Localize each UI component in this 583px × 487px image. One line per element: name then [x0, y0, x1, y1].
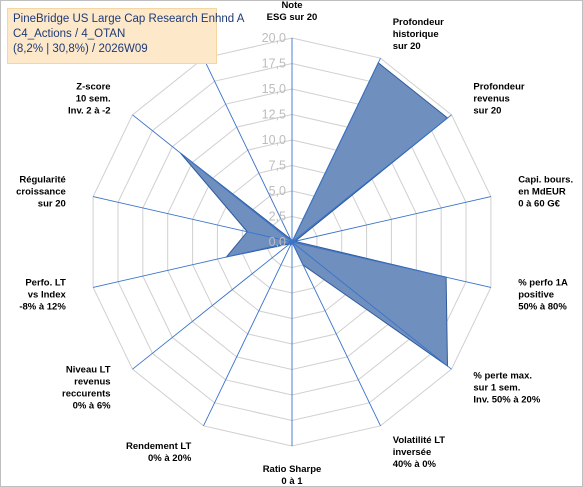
axis-label-line: 50% à 80% — [518, 302, 567, 313]
axis-spoke — [291, 196, 492, 243]
tick-label: 12,5 — [262, 108, 286, 122]
axis-label-line: ESG sur 20 — [267, 12, 318, 23]
axis-spoke — [291, 58, 381, 243]
axis-label-8: Rendement LT0% à 20% — [126, 441, 192, 464]
axis-label-line: Régularité — [19, 174, 65, 185]
axis-label-line: % perfo 1A — [518, 278, 568, 289]
axis-label-line: revenus — [473, 93, 509, 104]
axis-spoke — [291, 241, 381, 426]
radar-spokes — [92, 38, 492, 446]
axis-label-line: inversée — [393, 447, 432, 458]
axis-spoke — [92, 241, 293, 288]
axis-label-line: Profondeur — [393, 17, 444, 28]
axis-label-line: 0% à 6% — [73, 401, 112, 412]
axis-label-line: en MdEUR — [518, 186, 566, 197]
axis-label-line: vs Index — [28, 290, 67, 301]
axis-label-line: 10 sem. — [76, 93, 111, 104]
tick-label: 2,5 — [269, 210, 286, 224]
tick-label: 20,0 — [262, 31, 286, 45]
axis-label-line: -8% à 12% — [19, 302, 66, 313]
axis-spoke — [203, 241, 293, 426]
tick-label: 17,5 — [262, 57, 286, 71]
axis-label-line: 0 à 60 G€ — [518, 198, 560, 209]
axis-label-line: croissance — [16, 186, 66, 197]
axis-label-line: revenus — [74, 377, 110, 388]
axis-spoke — [132, 241, 293, 370]
axis-label-line: historique — [393, 29, 439, 40]
axis-label-line: Capi. bours. — [518, 174, 573, 185]
axis-label-line: positive — [518, 290, 554, 301]
tick-label: 0,0 — [269, 235, 286, 249]
axis-label-5: % perte max.sur 1 sem.Inv. 50% à 20% — [473, 371, 540, 406]
axis-label-line: Z-score — [76, 81, 110, 92]
axis-label-line: Inv. 2 à -2 — [68, 105, 111, 116]
chart-title-box: PineBridge US Large Cap Research Enhnd A… — [7, 8, 245, 64]
axis-spoke — [291, 241, 492, 288]
axis-label-line: sur 20 — [38, 198, 66, 209]
tick-label: 7,5 — [269, 159, 286, 173]
axis-label-line: Inv. 50% à 20% — [473, 395, 540, 406]
chart-title-line-2: C4_Actions / 4_OTAN — [13, 28, 126, 40]
axis-label-line: 40% à 0% — [393, 459, 437, 470]
axis-label-line: Rendement LT — [126, 441, 191, 452]
axis-label-line: Perfo. LT — [25, 278, 66, 289]
axis-label-line: Volatilité LT — [393, 435, 446, 446]
tick-label: 15,0 — [262, 82, 286, 96]
radar-ticks: 0,0 2,5 5,0 7,5 10,0 12,5 15,0 17,5 20,0 — [262, 31, 286, 249]
axis-label-line: 0% à 20% — [148, 453, 192, 464]
chart-title-line-3: (8,2% | 30,8%) / 2026W09 — [13, 43, 148, 55]
axis-spoke — [203, 58, 293, 243]
axis-spoke — [92, 196, 293, 243]
axis-spoke — [132, 114, 293, 243]
chart-title-line-1: PineBridge US Large Cap Research Enhnd A — [13, 13, 245, 25]
axis-label-line: sur 20 — [473, 105, 501, 116]
tick-label: 10,0 — [262, 133, 286, 147]
axis-spoke — [291, 114, 452, 243]
axis-label-line: Ratio Sharpe — [263, 464, 322, 475]
axis-label-line: 0 à 1 — [281, 476, 303, 487]
axis-label-line: sur 1 sem. — [473, 383, 520, 394]
axis-spoke — [291, 241, 452, 370]
axis-label-line: Note — [281, 0, 302, 11]
axis-label-line: Profondeur — [473, 81, 524, 92]
axis-label-line: sur 20 — [393, 41, 421, 52]
axis-label-line: Niveau LT — [66, 365, 111, 376]
tick-label: 5,0 — [269, 184, 286, 198]
axis-label-line: % perte max. — [473, 371, 532, 382]
axis-label-line: reccurents — [62, 389, 111, 400]
